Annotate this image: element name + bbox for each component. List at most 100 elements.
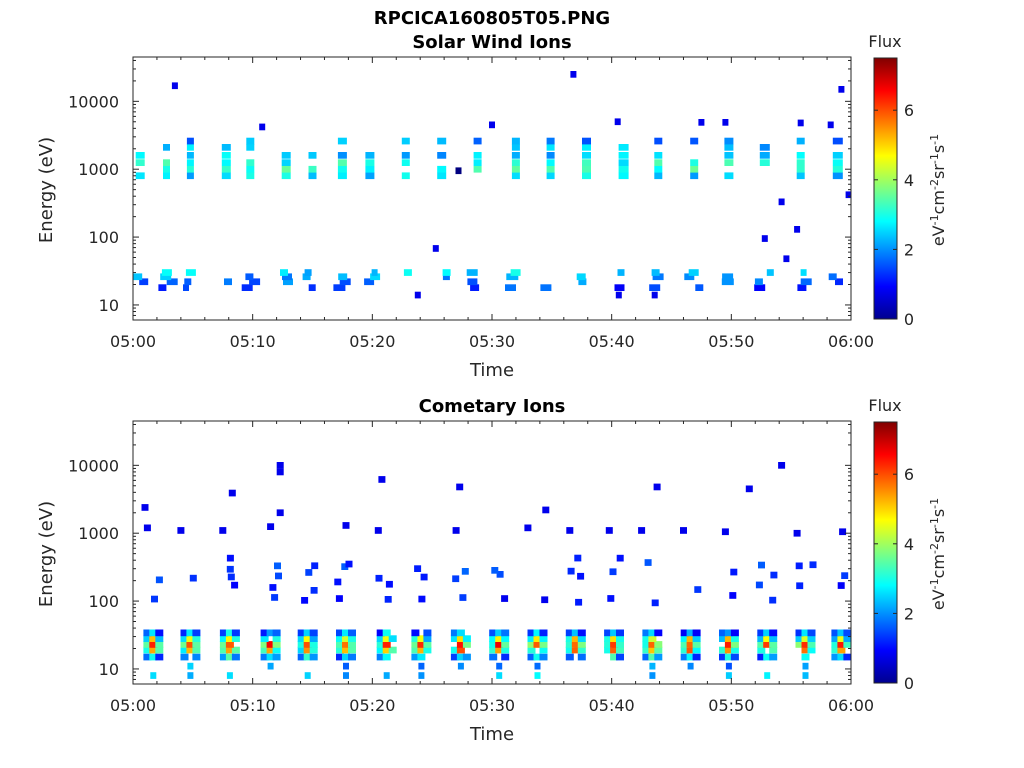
heatmap-cell [604, 641, 613, 648]
heatmap-cell [342, 629, 350, 637]
heatmap-cell [605, 527, 613, 534]
heatmap-cell [219, 629, 228, 637]
heatmap-cell [417, 641, 426, 648]
heatmap-cell [533, 635, 542, 642]
heatmap-cell [642, 641, 651, 648]
colorbar-tick-label: 4 [904, 535, 914, 554]
heatmap-cell [505, 284, 516, 291]
heatmap-cell [802, 662, 809, 670]
x-tick-label: 05:00 [110, 332, 156, 351]
heatmap-cell [335, 595, 343, 602]
heatmap-cell [719, 646, 727, 654]
heatmap-cell [546, 144, 555, 151]
heatmap-cell [546, 137, 555, 145]
heatmap-cell [171, 82, 178, 90]
heatmap-cell [680, 653, 689, 661]
heatmap-cell [297, 629, 306, 637]
heatmap-cell [246, 137, 255, 145]
heatmap-cell [724, 144, 734, 151]
heatmap-cell [365, 172, 375, 180]
heatmap-cell [541, 596, 549, 604]
heatmap-cell [281, 165, 291, 173]
heatmap-cell [729, 592, 737, 599]
heatmap-cell [766, 269, 774, 276]
heatmap-cell [801, 641, 810, 648]
heatmap-cell [795, 641, 804, 648]
heatmap-cell [226, 672, 233, 679]
heatmap-cell [382, 653, 391, 661]
colorbar-tick-label: 0 [904, 674, 914, 693]
colorbar [873, 57, 898, 320]
heatmap-cell [764, 672, 771, 679]
heatmap-cell [652, 273, 664, 281]
heatmap-cell [183, 284, 189, 291]
heatmap-cell [180, 635, 189, 642]
heatmap-cell [616, 641, 624, 648]
heatmap-cell [225, 653, 234, 661]
heatmap-cell [680, 527, 687, 534]
heatmap-cell [796, 582, 804, 590]
heatmap-cell [511, 172, 520, 180]
heatmap-cell [221, 165, 231, 173]
colorbar [873, 421, 898, 684]
heatmap-cell [311, 562, 319, 570]
heatmap-cell [309, 641, 318, 648]
heatmap-cell [186, 137, 194, 145]
heatmap-cell [610, 635, 619, 642]
heatmap-cell [649, 672, 656, 679]
heatmap-cell [274, 562, 281, 570]
heatmap-cell [259, 123, 266, 131]
heatmap-cell [304, 672, 311, 679]
heatmap-cell [456, 629, 465, 637]
heatmap-cell [527, 653, 536, 661]
heatmap-cell [724, 646, 733, 654]
heatmap-cell [801, 646, 810, 654]
heatmap-cell [143, 641, 152, 648]
heatmap-cell [495, 646, 504, 654]
heatmap-cell [342, 653, 350, 661]
heatmap-cell [649, 662, 656, 670]
heatmap-cell [135, 159, 145, 166]
heatmap-cell [303, 635, 312, 642]
heatmap-cell [272, 635, 281, 642]
heatmap-cell [832, 172, 843, 180]
heatmap-cell [382, 629, 391, 637]
heatmap-cell [269, 584, 277, 591]
x-axis-label: Time [469, 360, 514, 381]
heatmap-cell [527, 646, 536, 654]
heatmap-cell [604, 635, 613, 642]
heatmap-cell [275, 572, 282, 580]
heatmap-cell [757, 646, 766, 654]
heatmap-cell [800, 269, 807, 276]
heatmap-cell [456, 483, 464, 491]
heatmap-cell [309, 635, 318, 642]
heatmap-cell [769, 641, 778, 648]
heatmap-cell [843, 629, 851, 637]
heatmap-cell [827, 121, 834, 129]
heatmap-cell [687, 662, 694, 670]
solar-wind-axes: 05:00 05:10 05:20 05:30 05:40 05:50 06:00 10 100… [68, 57, 874, 351]
heatmap-cell [644, 559, 652, 566]
heatmap-cell [411, 629, 420, 637]
heatmap-cell [417, 653, 426, 661]
heatmap-cell [511, 152, 520, 159]
heatmap-cell [571, 641, 580, 648]
heatmap-cell [225, 635, 234, 642]
heatmap-cell [757, 635, 766, 642]
heatmap-cell [648, 641, 657, 648]
heatmap-cell [571, 629, 580, 637]
heatmap-cell [180, 646, 189, 654]
heatmap-cell [163, 172, 170, 180]
heatmap-cell [648, 646, 657, 654]
heatmap-cell [450, 646, 459, 654]
heatmap-cell [582, 144, 591, 151]
y-axis-label: Energy (eV) [36, 137, 57, 243]
y-tick-label: 10 [99, 660, 119, 679]
heatmap-cell [342, 522, 350, 529]
heatmap-cell [527, 635, 536, 642]
y-tick-label: 10 [99, 296, 119, 315]
heatmap-cell [192, 641, 201, 648]
heatmap-cell [680, 641, 689, 648]
heatmap-cell [420, 573, 428, 581]
heatmap-cell [845, 191, 851, 199]
